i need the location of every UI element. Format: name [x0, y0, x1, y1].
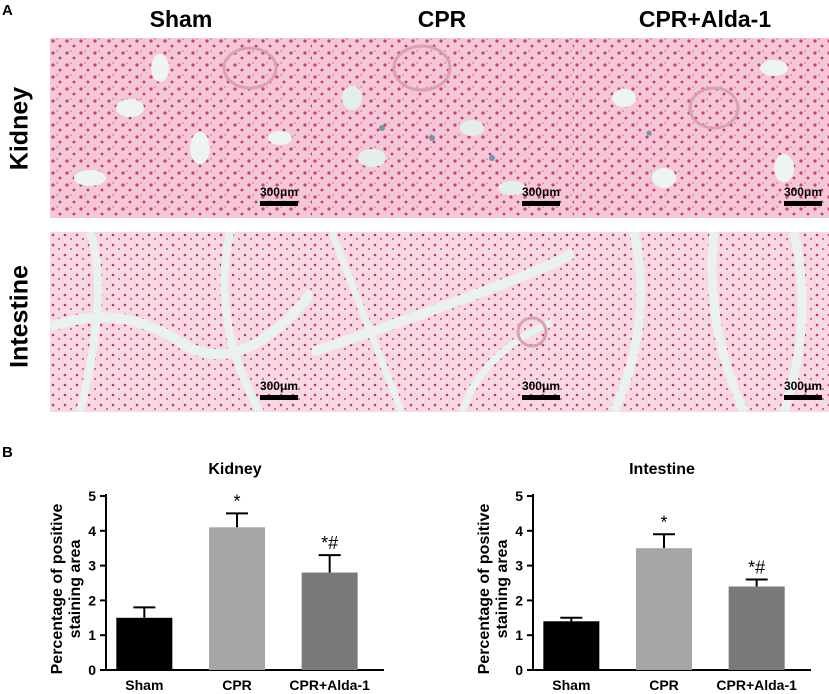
scale-bar-line — [521, 395, 560, 400]
y-axis-label-line-2: staining area — [494, 540, 511, 639]
intestine-tissue-image — [312, 232, 574, 412]
micrograph-intestine-sham: 300μm — [50, 232, 312, 412]
scale-bar: 300μm — [260, 186, 298, 206]
x-tick-label: Sham — [125, 677, 163, 693]
y-tick-label: 4 — [515, 523, 523, 539]
bar-cpr — [209, 527, 265, 670]
bar-cpr — [636, 548, 692, 670]
y-tick-label: 3 — [515, 558, 523, 574]
y-tick-label: 0 — [88, 662, 96, 678]
y-tick-label: 1 — [515, 627, 523, 643]
scale-bar: 300μm — [522, 186, 560, 206]
micrograph-kidney-cpr-alda1: 300μm — [574, 38, 829, 218]
y-tick-label: 5 — [88, 488, 96, 504]
micrograph-kidney-cpr: 300μm — [312, 38, 574, 218]
scale-bar-line — [783, 395, 822, 400]
bar-cpr-alda-1 — [301, 572, 358, 670]
panel-label-b: B — [2, 444, 13, 461]
kidney-bar-chart: Kidney Percentage of positive staining are… — [10, 448, 402, 694]
y-axis-label-line-1: Percentage of positive — [49, 504, 66, 675]
scale-bar-label: 300μm — [259, 185, 298, 199]
scale-bar-line — [259, 201, 298, 206]
significance-mark: *# — [321, 533, 338, 553]
y-tick-label: 4 — [88, 523, 96, 539]
scale-bar-line — [259, 395, 298, 400]
y-tick-label: 3 — [88, 558, 96, 574]
y-tick-label: 0 — [515, 662, 523, 678]
y-tick-label: 2 — [515, 592, 523, 608]
x-tick-label: CPR — [222, 677, 252, 693]
row-label-intestine: Intestine — [5, 265, 34, 368]
micrograph-intestine-cpr-alda1: 300μm — [574, 232, 829, 412]
kidney-chart-svg: Kidney Percentage of positive staining are… — [49, 461, 384, 693]
panel-label-a: A — [2, 2, 13, 19]
scale-bar-label: 300μm — [521, 379, 560, 393]
significance-mark: * — [660, 512, 667, 532]
bar-sham — [116, 617, 173, 670]
scale-bar-line — [783, 201, 822, 206]
bar-cpr-alda-1 — [728, 586, 785, 670]
intestine-tissue-image — [574, 232, 829, 412]
scale-bar-line — [521, 201, 560, 206]
scale-bar-label: 300μm — [521, 185, 560, 199]
column-title-cpr-alda1: CPR+Alda-1 — [638, 6, 772, 32]
x-tick-label: Sham — [552, 677, 590, 693]
significance-mark: *# — [748, 558, 765, 578]
intestine-tissue-image — [50, 232, 312, 412]
scale-bar: 300μm — [784, 380, 822, 400]
micrograph-kidney-sham: 300μm — [50, 38, 312, 218]
scale-bar-label: 300μm — [783, 379, 822, 393]
chart-title: Intestine — [629, 461, 695, 478]
kidney-tissue-image — [312, 38, 574, 218]
scale-bar-label: 300μm — [783, 185, 822, 199]
x-tick-label: CPR+Alda-1 — [716, 677, 797, 693]
x-tick-label: CPR — [649, 677, 679, 693]
scale-bar: 300μm — [260, 380, 298, 400]
significance-mark: * — [233, 491, 240, 511]
y-axis-label-line-1: Percentage of positive — [476, 504, 493, 675]
micrograph-intestine-cpr: 300μm — [312, 232, 574, 412]
chart-title: Kidney — [208, 461, 261, 478]
kidney-tissue-image — [574, 38, 829, 218]
row-label-kidney: Kidney — [5, 86, 34, 171]
y-tick-label: 2 — [88, 592, 96, 608]
scale-bar: 300μm — [522, 380, 560, 400]
y-tick-label: 5 — [515, 488, 523, 504]
y-axis-label-line-2: staining area — [67, 540, 84, 639]
x-tick-label: CPR+Alda-1 — [289, 677, 370, 693]
scale-bar-label: 300μm — [259, 379, 298, 393]
kidney-tissue-image — [50, 38, 312, 218]
column-title-cpr: CPR — [417, 6, 467, 32]
intestine-chart-svg: Intestine Percentage of positive staining … — [476, 461, 811, 693]
column-title-sham: Sham — [149, 6, 213, 32]
scale-bar: 300μm — [784, 186, 822, 206]
bar-sham — [543, 621, 600, 670]
y-tick-label: 1 — [88, 627, 96, 643]
intestine-bar-chart: Intestine Percentage of positive staining … — [437, 448, 829, 694]
